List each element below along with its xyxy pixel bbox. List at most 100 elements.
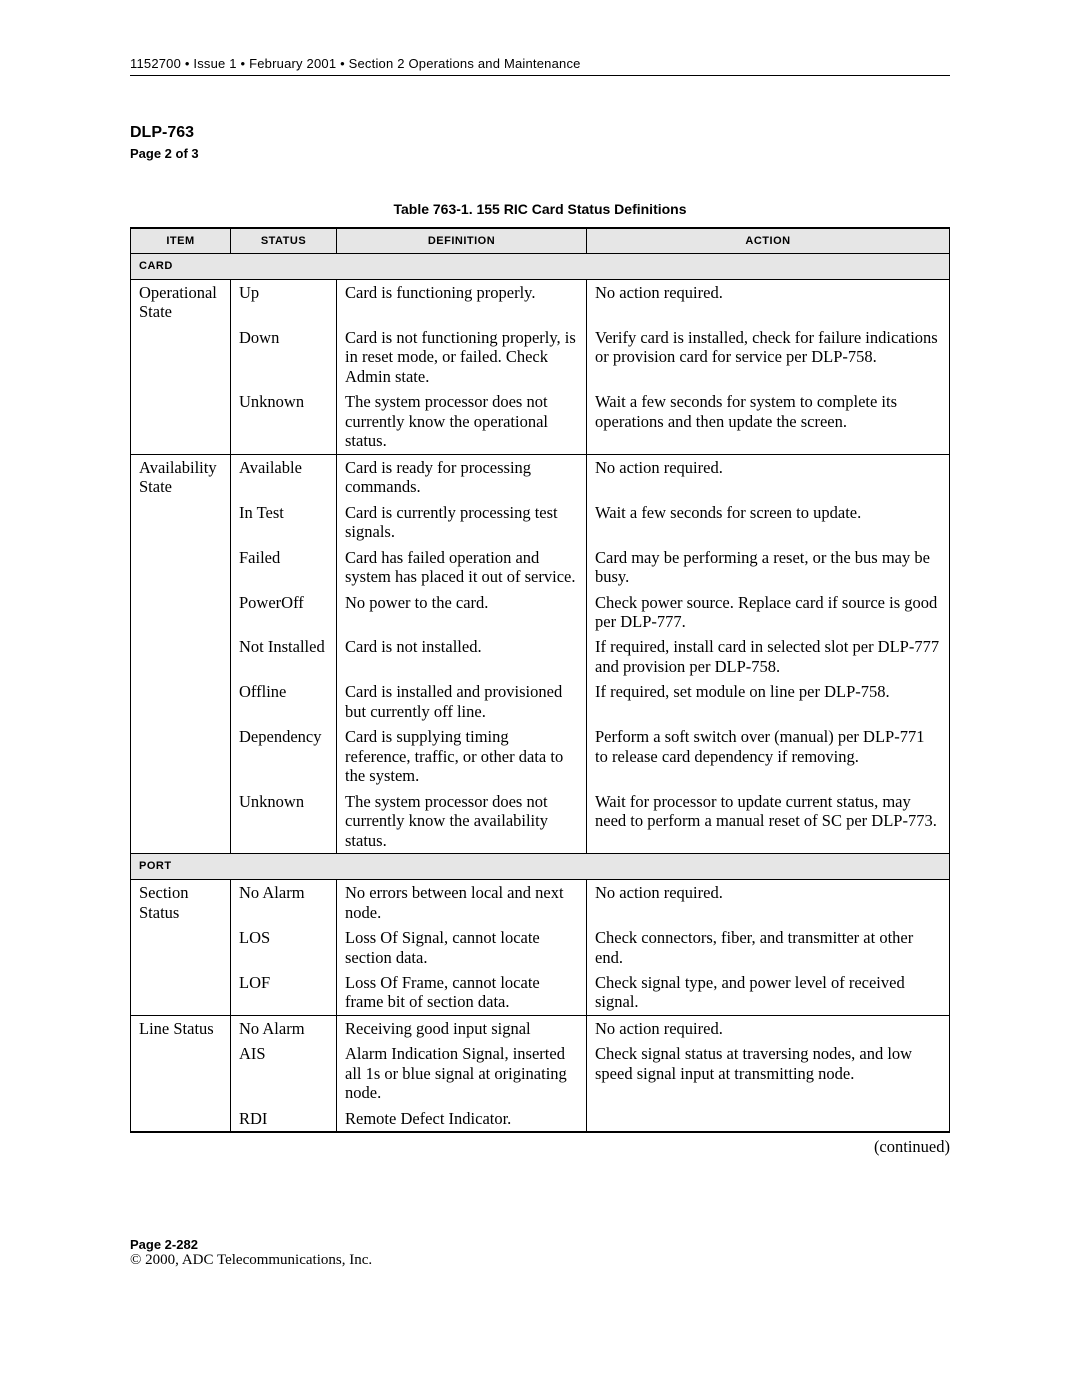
col-status: STATUS: [231, 228, 337, 254]
table-row: Line StatusNo AlarmReceiving good input …: [131, 1015, 950, 1041]
table-row: OfflineCard is installed and provisioned…: [131, 679, 950, 724]
cell-definition: Card is functioning properly.: [337, 279, 587, 324]
table-row: Not InstalledCard is not installed.If re…: [131, 634, 950, 679]
page-indicator: Page 2 of 3: [130, 146, 950, 161]
cell-definition: Card is currently processing test signal…: [337, 500, 587, 545]
dlp-id: DLP-763: [130, 124, 950, 142]
section-label: PORT: [131, 854, 950, 880]
cell-definition: Receiving good input signal: [337, 1015, 587, 1041]
cell-definition: Card is ready for processing commands.: [337, 454, 587, 499]
cell-action: Check connectors, fiber, and transmitter…: [587, 925, 950, 970]
cell-status: Available: [231, 454, 337, 499]
table-row: LOFLoss Of Frame, cannot locate frame bi…: [131, 970, 950, 1015]
cell-status: In Test: [231, 500, 337, 545]
cell-action: Wait for processor to update current sta…: [587, 789, 950, 854]
cell-action: [587, 1106, 950, 1132]
cell-action: No action required.: [587, 1015, 950, 1041]
cell-action: Wait a few seconds for system to complet…: [587, 389, 950, 454]
cell-action: No action required.: [587, 880, 950, 925]
cell-status: RDI: [231, 1106, 337, 1132]
cell-item: Availability State: [131, 454, 231, 499]
cell-definition: Card is installed and provisioned but cu…: [337, 679, 587, 724]
cell-action: Check signal type, and power level of re…: [587, 970, 950, 1015]
col-action: ACTION: [587, 228, 950, 254]
cell-item: [131, 545, 231, 590]
footer: Page 2-282 © 2000, ADC Telecommunication…: [130, 1237, 950, 1269]
cell-action: If required, install card in selected sl…: [587, 634, 950, 679]
status-table: ITEM STATUS DEFINITION ACTION CARDOperat…: [130, 227, 950, 1133]
cell-action: Card may be performing a reset, or the b…: [587, 545, 950, 590]
cell-definition: Card is not functioning properly, is in …: [337, 325, 587, 389]
cell-definition: Remote Defect Indicator.: [337, 1106, 587, 1132]
table-row: Availability StateAvailableCard is ready…: [131, 454, 950, 499]
table-row: Operational StateUpCard is functioning p…: [131, 279, 950, 324]
cell-definition: Loss Of Frame, cannot locate frame bit o…: [337, 970, 587, 1015]
cell-definition: The system processor does not currently …: [337, 389, 587, 454]
table-row: In TestCard is currently processing test…: [131, 500, 950, 545]
cell-action: Check signal status at traversing nodes,…: [587, 1041, 950, 1105]
table-caption: Table 763-1. 155 RIC Card Status Definit…: [130, 201, 950, 217]
section-row: PORT: [131, 854, 950, 880]
document-page: 1152700 • Issue 1 • February 2001 • Sect…: [0, 0, 1080, 1309]
running-header: 1152700 • Issue 1 • February 2001 • Sect…: [130, 56, 950, 76]
cell-action: Verify card is installed, check for fail…: [587, 325, 950, 389]
cell-item: [131, 590, 231, 635]
table-row: RDIRemote Defect Indicator.: [131, 1106, 950, 1132]
cell-status: Failed: [231, 545, 337, 590]
cell-status: Up: [231, 279, 337, 324]
cell-action: Perform a soft switch over (manual) per …: [587, 724, 950, 788]
table-row: LOSLoss Of Signal, cannot locate section…: [131, 925, 950, 970]
cell-item: [131, 389, 231, 454]
cell-item: Operational State: [131, 279, 231, 324]
cell-status: PowerOff: [231, 590, 337, 635]
cell-definition: The system processor does not currently …: [337, 789, 587, 854]
cell-action: Wait a few seconds for screen to update.: [587, 500, 950, 545]
table-row: UnknownThe system processor does not cur…: [131, 789, 950, 854]
cell-status: Dependency: [231, 724, 337, 788]
cell-status: LOS: [231, 925, 337, 970]
table-row: FailedCard has failed operation and syst…: [131, 545, 950, 590]
cell-status: No Alarm: [231, 880, 337, 925]
cell-definition: No errors between local and next node.: [337, 880, 587, 925]
cell-item: [131, 500, 231, 545]
cell-item: [131, 970, 231, 1015]
cell-status: Not Installed: [231, 634, 337, 679]
cell-definition: No power to the card.: [337, 590, 587, 635]
col-definition: DEFINITION: [337, 228, 587, 254]
cell-item: [131, 325, 231, 389]
cell-status: Offline: [231, 679, 337, 724]
cell-definition: Card is supplying timing reference, traf…: [337, 724, 587, 788]
cell-action: No action required.: [587, 279, 950, 324]
cell-status: LOF: [231, 970, 337, 1015]
cell-item: [131, 925, 231, 970]
table-row: AISAlarm Indication Signal, inserted all…: [131, 1041, 950, 1105]
cell-status: Unknown: [231, 789, 337, 854]
table-row: UnknownThe system processor does not cur…: [131, 389, 950, 454]
cell-status: Unknown: [231, 389, 337, 454]
cell-status: No Alarm: [231, 1015, 337, 1041]
continued-label: (continued): [130, 1137, 950, 1157]
cell-item: [131, 724, 231, 788]
table-row: PowerOffNo power to the card.Check power…: [131, 590, 950, 635]
footer-page: Page 2-282: [130, 1237, 950, 1252]
table-row: DependencyCard is supplying timing refer…: [131, 724, 950, 788]
cell-definition: Card is not installed.: [337, 634, 587, 679]
cell-item: [131, 679, 231, 724]
section-label: CARD: [131, 254, 950, 280]
cell-item: [131, 789, 231, 854]
cell-status: Down: [231, 325, 337, 389]
cell-item: Section Status: [131, 880, 231, 925]
cell-item: [131, 634, 231, 679]
cell-definition: Card has failed operation and system has…: [337, 545, 587, 590]
cell-definition: Loss Of Signal, cannot locate section da…: [337, 925, 587, 970]
table-row: Section StatusNo AlarmNo errors between …: [131, 880, 950, 925]
section-row: CARD: [131, 254, 950, 280]
cell-item: Line Status: [131, 1015, 231, 1041]
cell-status: AIS: [231, 1041, 337, 1105]
cell-item: [131, 1106, 231, 1132]
cell-definition: Alarm Indication Signal, inserted all 1s…: [337, 1041, 587, 1105]
table-row: DownCard is not functioning properly, is…: [131, 325, 950, 389]
cell-action: If required, set module on line per DLP-…: [587, 679, 950, 724]
footer-copyright: © 2000, ADC Telecommunications, Inc.: [130, 1252, 950, 1269]
cell-action: No action required.: [587, 454, 950, 499]
